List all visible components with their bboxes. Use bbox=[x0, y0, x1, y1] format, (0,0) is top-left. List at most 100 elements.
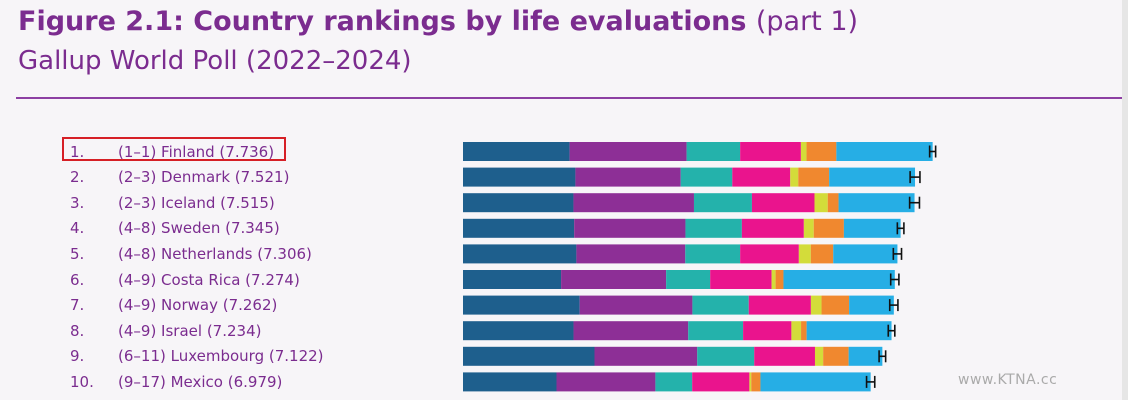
row-country: (9–17) Mexico (6.979) bbox=[118, 372, 283, 391]
row-label: 2. (2–3) Denmark (7.521) bbox=[62, 167, 289, 187]
row-country: (6–11) Luxembourg (7.122) bbox=[118, 347, 324, 366]
row-rank: 1. bbox=[70, 142, 85, 161]
row-country: (2–3) Iceland (7.515) bbox=[118, 193, 275, 212]
bar-segment bbox=[813, 218, 844, 238]
bar-segment bbox=[823, 346, 849, 366]
row-rank: 2. bbox=[70, 168, 85, 187]
bar-segment bbox=[838, 193, 915, 213]
bar-segment bbox=[573, 193, 694, 213]
row-label: 10. (9–17) Mexico (6.979) bbox=[62, 372, 282, 392]
row-rank: 6. bbox=[70, 270, 85, 289]
row-rank: 3. bbox=[70, 193, 85, 212]
row-country: (1–1) Finland (7.736) bbox=[118, 142, 275, 161]
row-rank: 7. bbox=[70, 296, 85, 315]
chart-title-part: (part 1) bbox=[755, 6, 859, 37]
bar-segment bbox=[575, 167, 681, 187]
bar-segment bbox=[821, 295, 850, 315]
chart-subtitle: Gallup World Poll (2022–2024) bbox=[18, 46, 412, 76]
bar-segment bbox=[827, 193, 839, 213]
bar-segment bbox=[806, 321, 892, 341]
bar-segment bbox=[843, 218, 901, 238]
chart-title-main: Figure 2.1: Country rankings by life eva… bbox=[18, 6, 747, 37]
bar-segment bbox=[751, 193, 815, 213]
error-bar bbox=[887, 324, 896, 337]
row-labels: 1. (1–1) Finland (7.736) 2. (2–3) Denmark (… bbox=[0, 0, 460, 400]
bar-segment bbox=[800, 142, 807, 161]
bar-segment bbox=[556, 372, 656, 392]
error-bar bbox=[928, 145, 937, 158]
watermark-text: www.KTNA.cc bbox=[958, 372, 1058, 388]
bar-segment bbox=[463, 295, 580, 315]
bar-segment bbox=[594, 346, 698, 366]
bar-segment bbox=[685, 218, 742, 238]
row-country: (4–8) Netherlands (7.306) bbox=[118, 244, 312, 263]
row-label: 5. (4–8) Netherlands (7.306) bbox=[62, 244, 312, 264]
row-rank: 9. bbox=[70, 347, 85, 366]
bar-segment bbox=[790, 167, 799, 187]
row-country: (4–9) Norway (7.262) bbox=[118, 296, 278, 315]
bar-segment bbox=[732, 167, 791, 187]
error-bar bbox=[865, 375, 876, 388]
bar-segment bbox=[740, 244, 799, 264]
error-bar bbox=[888, 299, 899, 312]
row-label: 1. (1–1) Finland (7.736) bbox=[62, 142, 274, 162]
row-label: 7. (4–9) Norway (7.262) bbox=[62, 295, 277, 315]
bar-segment bbox=[463, 167, 576, 187]
bar-segment bbox=[798, 167, 830, 187]
bar-segment bbox=[754, 346, 815, 366]
row-country: (4–8) Sweden (7.345) bbox=[118, 219, 280, 238]
bar-segment bbox=[692, 295, 749, 315]
row-country: (4–9) Israel (7.234) bbox=[118, 321, 262, 340]
bar-segment bbox=[573, 321, 689, 341]
error-bar bbox=[909, 171, 921, 184]
bar-segment bbox=[798, 244, 811, 264]
error-bar bbox=[878, 350, 887, 363]
bar-segment bbox=[749, 372, 752, 392]
bar-segment bbox=[463, 321, 574, 341]
bar-segment bbox=[710, 270, 772, 289]
bar-segment bbox=[463, 244, 577, 264]
bar-segment bbox=[463, 372, 557, 392]
bar-segment bbox=[574, 218, 686, 238]
bar-segment bbox=[771, 270, 776, 289]
row-label: 9. (6–11) Luxembourg (7.122) bbox=[62, 346, 324, 366]
bar-segment bbox=[680, 167, 733, 187]
bar-segment bbox=[803, 218, 814, 238]
bar-segment bbox=[576, 244, 686, 264]
error-bar bbox=[896, 222, 905, 235]
error-bar bbox=[892, 247, 903, 260]
bar-segment bbox=[463, 270, 562, 289]
title-divider bbox=[16, 97, 1122, 99]
bar-segment bbox=[697, 346, 755, 366]
bar-segment bbox=[814, 346, 824, 366]
bar-segment bbox=[751, 372, 761, 392]
bar-segment bbox=[791, 321, 802, 341]
bar-segment bbox=[579, 295, 693, 315]
bar-segment bbox=[760, 372, 871, 392]
row-rank: 4. bbox=[70, 219, 85, 238]
bar-segment bbox=[741, 218, 804, 238]
chart-title: Figure 2.1: Country rankings by life eva… bbox=[18, 4, 858, 40]
bar-segment bbox=[814, 193, 828, 213]
bar-segment bbox=[810, 295, 822, 315]
row-country: (4–9) Costa Rica (7.274) bbox=[118, 270, 300, 289]
highlight-box bbox=[62, 137, 286, 161]
error-bar bbox=[908, 196, 921, 209]
bar-segment bbox=[740, 142, 801, 161]
bar-segment bbox=[748, 295, 811, 315]
row-rank: 5. bbox=[70, 244, 85, 263]
bar-segment bbox=[693, 193, 752, 213]
bar-segment bbox=[801, 321, 807, 341]
bar-segment bbox=[666, 270, 711, 289]
row-label: 8. (4–9) Israel (7.234) bbox=[62, 321, 261, 341]
bar-segment bbox=[685, 244, 741, 264]
bar-segment bbox=[688, 321, 744, 341]
row-label: 3. (2–3) Iceland (7.515) bbox=[62, 193, 275, 213]
bar-segment bbox=[810, 244, 834, 264]
bar-segment bbox=[463, 346, 595, 366]
bar-segment bbox=[463, 142, 570, 161]
bar-segment bbox=[806, 142, 837, 161]
bar-segment bbox=[686, 142, 741, 161]
row-rank: 8. bbox=[70, 321, 85, 340]
bar-segment bbox=[829, 167, 916, 187]
